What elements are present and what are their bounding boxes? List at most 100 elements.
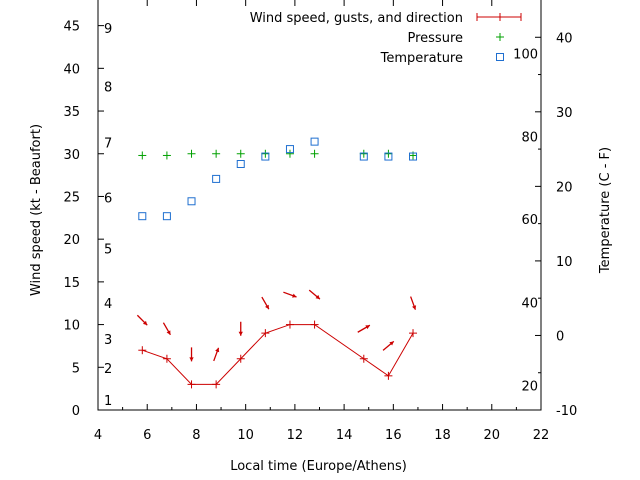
wind-series [136, 289, 418, 389]
wind-point [261, 329, 270, 338]
temperature-point [285, 145, 294, 154]
temperature-series [138, 137, 418, 221]
arrow-head [412, 305, 417, 310]
wind-point [409, 329, 418, 338]
y-tick-label: 20 [63, 233, 80, 248]
temperature-point [261, 152, 270, 161]
wind-direction-arrow [213, 347, 220, 362]
x-tick-label: 22 [533, 428, 550, 443]
arrow-head [238, 331, 243, 336]
temperature-point [212, 174, 221, 183]
pressure-series [138, 149, 418, 160]
temperature-point [310, 137, 319, 146]
pressure-point [359, 149, 368, 158]
fahrenheit-label: 40 [521, 297, 538, 312]
beaufort-label: 5 [104, 243, 112, 258]
arrow-head [389, 341, 394, 346]
y-tick-label: 25 [63, 190, 80, 205]
y-tick-label: 15 [63, 276, 80, 291]
temperature-point [162, 212, 171, 221]
fahrenheit-label: 80 [521, 130, 538, 145]
wind-direction-arrow [136, 314, 148, 326]
wind-direction-arrow [238, 321, 243, 336]
plot-frame [97, 0, 542, 411]
pressure-point [187, 149, 196, 158]
beaufort-label: 8 [104, 80, 112, 95]
arrow-head [215, 347, 220, 353]
beaufort-label: 1 [104, 394, 112, 409]
x-tick-label: 18 [434, 428, 451, 443]
y-axis-label: Wind speed (kt - Beaufort) [29, 124, 44, 296]
plot-border [97, 0, 542, 411]
y2-tick-label: 30 [556, 106, 573, 121]
x-tick-label: 6 [143, 428, 151, 443]
wind-point [285, 320, 294, 329]
wind-direction-arrow [410, 296, 417, 310]
fahrenheit-labels: 20 40 60 80 100 [513, 48, 538, 395]
x-tick-label: 8 [192, 428, 200, 443]
pressure-point [236, 149, 245, 158]
beaufort-labels: 1 2 3 4 5 6 7 8 9 [104, 22, 112, 409]
beaufort-label: 7 [104, 137, 112, 152]
wind-point [187, 380, 196, 389]
wind-point [310, 320, 319, 329]
arrow-head [315, 294, 320, 300]
y-tick-label: 45 [63, 20, 80, 35]
legend-label-pressure: Pressure [407, 31, 463, 46]
arrow-head [365, 325, 370, 330]
temperature-point [409, 152, 418, 161]
legend-label-wind: Wind speed, gusts, and direction [250, 11, 463, 26]
legend-temperature-square [496, 53, 504, 61]
temperature-point [384, 152, 393, 161]
wind-direction-arrow [308, 289, 321, 300]
wind-direction-arrow [357, 324, 371, 333]
beaufort-label: 3 [104, 333, 112, 348]
legend-label-temperature: Temperature [380, 51, 463, 66]
y2-tick-label: 0 [556, 329, 564, 344]
legend: Wind speed, gusts, and direction Pressur… [250, 11, 522, 66]
beaufort-label: 6 [104, 191, 112, 206]
y-tick-label: 40 [63, 62, 80, 77]
wind-point [359, 354, 368, 363]
pressure-point [212, 149, 221, 158]
x-tick-label: 12 [287, 428, 304, 443]
x-tick-label: 16 [385, 428, 402, 443]
arrow-head [265, 304, 269, 310]
y-tick-label: 5 [72, 361, 80, 376]
wind-point [162, 354, 171, 363]
y2-axis-label: Temperature (C - F) [598, 147, 613, 274]
x-tick-label: 10 [237, 428, 254, 443]
wind-point [212, 380, 221, 389]
x-tick-label: 20 [484, 428, 501, 443]
arrow-head [292, 293, 297, 298]
beaufort-label: 2 [104, 362, 112, 377]
y2-tick-labels: -10 0 10 20 30 40 [556, 31, 577, 419]
wind-direction-arrow [283, 291, 297, 298]
wind-direction-arrow [382, 340, 395, 351]
temperature-point [236, 160, 245, 168]
y2-tick-label: 40 [556, 31, 573, 46]
x-tick-label: 4 [94, 428, 102, 443]
y-tick-labels: 0 5 10 15 20 25 30 35 40 45 [63, 20, 80, 419]
temperature-point [359, 152, 368, 161]
wind-direction-arrow [189, 347, 194, 362]
beaufort-label: 9 [104, 22, 112, 37]
y-tick-label: 30 [63, 148, 80, 163]
y2-tick-label: 20 [556, 180, 573, 195]
arrow-head [189, 357, 194, 362]
y2-tick-label: 10 [556, 255, 573, 270]
wind-line [142, 324, 414, 385]
wind-point [138, 346, 147, 355]
beaufort-label: 4 [104, 297, 112, 312]
wind-point [384, 371, 393, 380]
temperature-point [138, 212, 147, 221]
fahrenheit-label: 20 [521, 379, 538, 394]
fahrenheit-label: 100 [513, 48, 538, 63]
pressure-point [285, 149, 294, 158]
axis-ticks [97, 0, 542, 411]
wind-point [236, 354, 245, 363]
x-tick-labels: 4 6 8 10 12 14 16 18 20 22 [94, 428, 549, 443]
pressure-point [384, 149, 393, 158]
wind-direction-arrow [162, 322, 171, 336]
